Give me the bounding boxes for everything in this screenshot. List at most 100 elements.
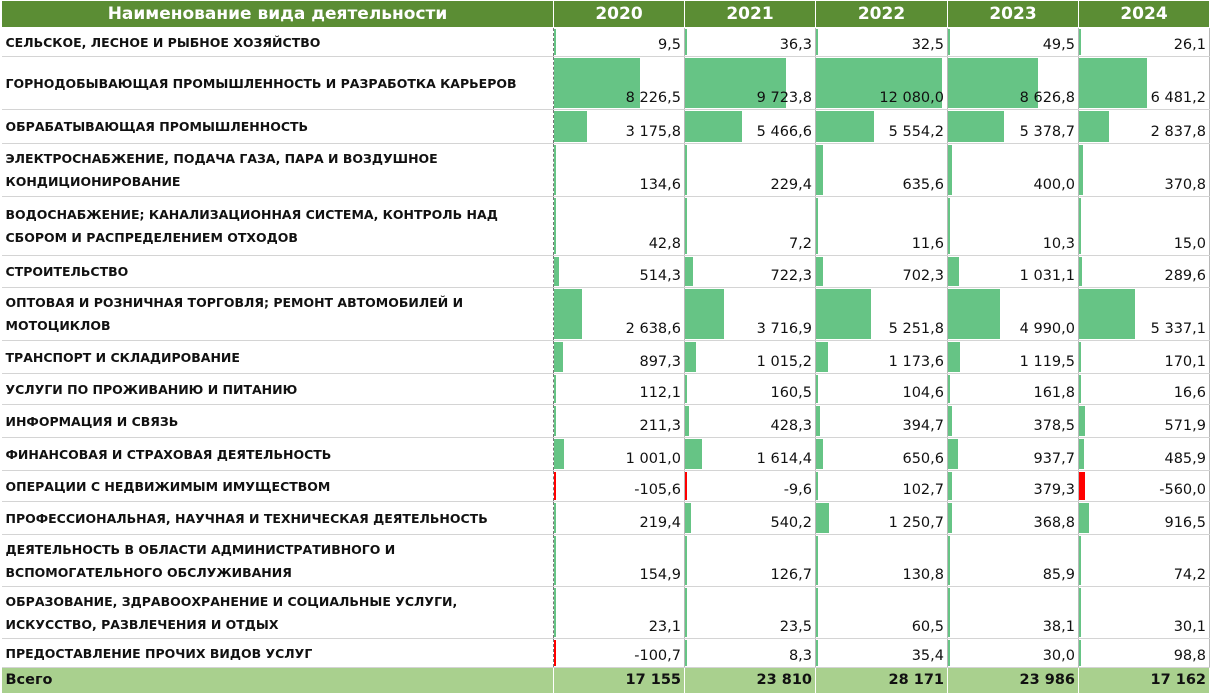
header-category: Наименование вида деятельности — [1, 0, 554, 28]
data-bar — [816, 472, 818, 500]
cell-value: 30,0 — [1042, 648, 1075, 664]
cell-value: 8,3 — [788, 648, 812, 664]
data-bar — [1079, 439, 1084, 469]
data-bar — [948, 406, 952, 436]
cell-value: 15,0 — [1173, 236, 1206, 252]
value-cell-2021: 540,2 — [684, 501, 816, 535]
data-bar — [948, 111, 1004, 142]
value-cell-2024: 26,1 — [1078, 27, 1210, 57]
cell-value: 897,3 — [639, 354, 681, 370]
value-cell-2023: 8 626,8 — [947, 56, 1079, 110]
value-cell-2021: 160,5 — [684, 373, 816, 405]
data-bar — [816, 289, 871, 339]
cell-value: 219,4 — [639, 515, 681, 531]
data-bar — [816, 257, 823, 286]
cell-value: 5 251,8 — [888, 321, 944, 337]
cell-value: 26,1 — [1173, 37, 1206, 53]
cell-value: 378,5 — [1033, 418, 1075, 434]
value-cell-2020: 112,1 — [553, 373, 685, 405]
value-cell-2022: 35,4 — [815, 638, 948, 668]
activity-label: Финансовая и страховая деятельность — [1, 437, 554, 471]
header-year-2020: 2020 — [553, 0, 685, 28]
cell-value: 9,5 — [657, 37, 681, 53]
value-cell-2020: 1 001,0 — [553, 437, 685, 471]
value-cell-2020: 897,3 — [553, 340, 685, 374]
data-bar — [1079, 375, 1081, 403]
total-row: Всего 17 155 23 810 28 171 23 986 17 162 — [1, 667, 1210, 693]
activity-label: Оптовая и розничная торговля; ремонт авт… — [1, 287, 554, 341]
value-cell-2022: 650,6 — [815, 437, 948, 471]
cell-value: 3 716,9 — [756, 321, 812, 337]
value-cell-2023: 400,0 — [947, 143, 1079, 197]
value-cell-2024: 571,9 — [1078, 404, 1210, 438]
activity-label: Предоставление прочих видов услуг — [1, 638, 554, 668]
data-bar — [1079, 342, 1081, 372]
data-bar — [816, 503, 829, 533]
activity-label: Операции с недвижимым имуществом — [1, 470, 554, 502]
data-bar — [554, 536, 556, 585]
cell-value: 85,9 — [1042, 567, 1075, 583]
value-cell-2022: 12 080,0 — [815, 56, 948, 110]
table-row: Деятельность в области административного… — [1, 534, 1210, 587]
value-cell-2024: 5 337,1 — [1078, 287, 1210, 341]
cell-value: 126,7 — [770, 567, 812, 583]
data-bar — [1079, 29, 1081, 55]
cell-value: 134,6 — [639, 177, 681, 193]
value-cell-2024: 2 837,8 — [1078, 109, 1210, 144]
cell-value: 722,3 — [770, 268, 812, 284]
cell-value: 1 119,5 — [1019, 354, 1075, 370]
value-cell-2022: 130,8 — [815, 534, 948, 587]
cell-value: 102,7 — [902, 482, 944, 498]
cell-value: 42,8 — [648, 236, 681, 252]
data-bar — [816, 198, 818, 254]
data-bar — [554, 29, 556, 55]
cell-value: 74,2 — [1173, 567, 1206, 583]
value-cell-2024: 916,5 — [1078, 501, 1210, 535]
data-bar — [948, 342, 960, 372]
value-cell-2021: 9 723,8 — [684, 56, 816, 110]
activity-label: Образование, здравоохранение и социальны… — [1, 586, 554, 639]
data-bar — [685, 503, 691, 533]
data-bar — [685, 342, 696, 372]
value-cell-2020: 2 638,6 — [553, 287, 685, 341]
data-bar — [1079, 406, 1085, 436]
table-row: Операции с недвижимым имуществом -105,6 -9… — [1, 470, 1210, 502]
value-cell-2023: 368,8 — [947, 501, 1079, 535]
cell-value: 3 175,8 — [625, 124, 681, 140]
cell-value: 229,4 — [770, 177, 812, 193]
cell-value: 2 638,6 — [625, 321, 681, 337]
data-bar — [816, 640, 818, 666]
value-cell-2023: 378,5 — [947, 404, 1079, 438]
data-bar — [948, 503, 952, 533]
value-cell-2022: 702,3 — [815, 255, 948, 288]
data-bar — [948, 145, 952, 195]
activity-label: Услуги по проживанию и питанию — [1, 373, 554, 405]
cell-value: 400,0 — [1033, 177, 1075, 193]
value-cell-2020: 514,3 — [553, 255, 685, 288]
value-cell-2020: 23,1 — [553, 586, 685, 639]
cell-value: 650,6 — [902, 451, 944, 467]
header-row: Наименование вида деятельности 2020 2021… — [1, 0, 1210, 28]
value-cell-2022: 1 173,6 — [815, 340, 948, 374]
value-cell-2020: 3 175,8 — [553, 109, 685, 144]
data-bar — [1079, 111, 1109, 142]
value-cell-2024: 15,0 — [1078, 196, 1210, 256]
data-bar — [554, 342, 563, 372]
value-cell-2024: 74,2 — [1078, 534, 1210, 587]
data-bar — [816, 145, 823, 195]
table-row: Транспорт и складирование 897,3 1 015,2 1 1… — [1, 340, 1210, 374]
value-cell-2022: 11,6 — [815, 196, 948, 256]
cell-value: 6 481,2 — [1150, 90, 1206, 106]
value-cell-2021: 8,3 — [684, 638, 816, 668]
negative-data-bar — [554, 640, 556, 666]
cell-value: 30,1 — [1173, 619, 1206, 635]
cell-value: 7,2 — [788, 236, 812, 252]
value-cell-2024: 98,8 — [1078, 638, 1210, 668]
data-bar — [816, 406, 820, 436]
value-cell-2023: 1 031,1 — [947, 255, 1079, 288]
value-cell-2022: 5 554,2 — [815, 109, 948, 144]
cell-value: 32,5 — [911, 37, 944, 53]
cell-value: 8 626,8 — [1019, 90, 1075, 106]
activity-label: Электроснабжение, подача газа, пара и во… — [1, 143, 554, 197]
